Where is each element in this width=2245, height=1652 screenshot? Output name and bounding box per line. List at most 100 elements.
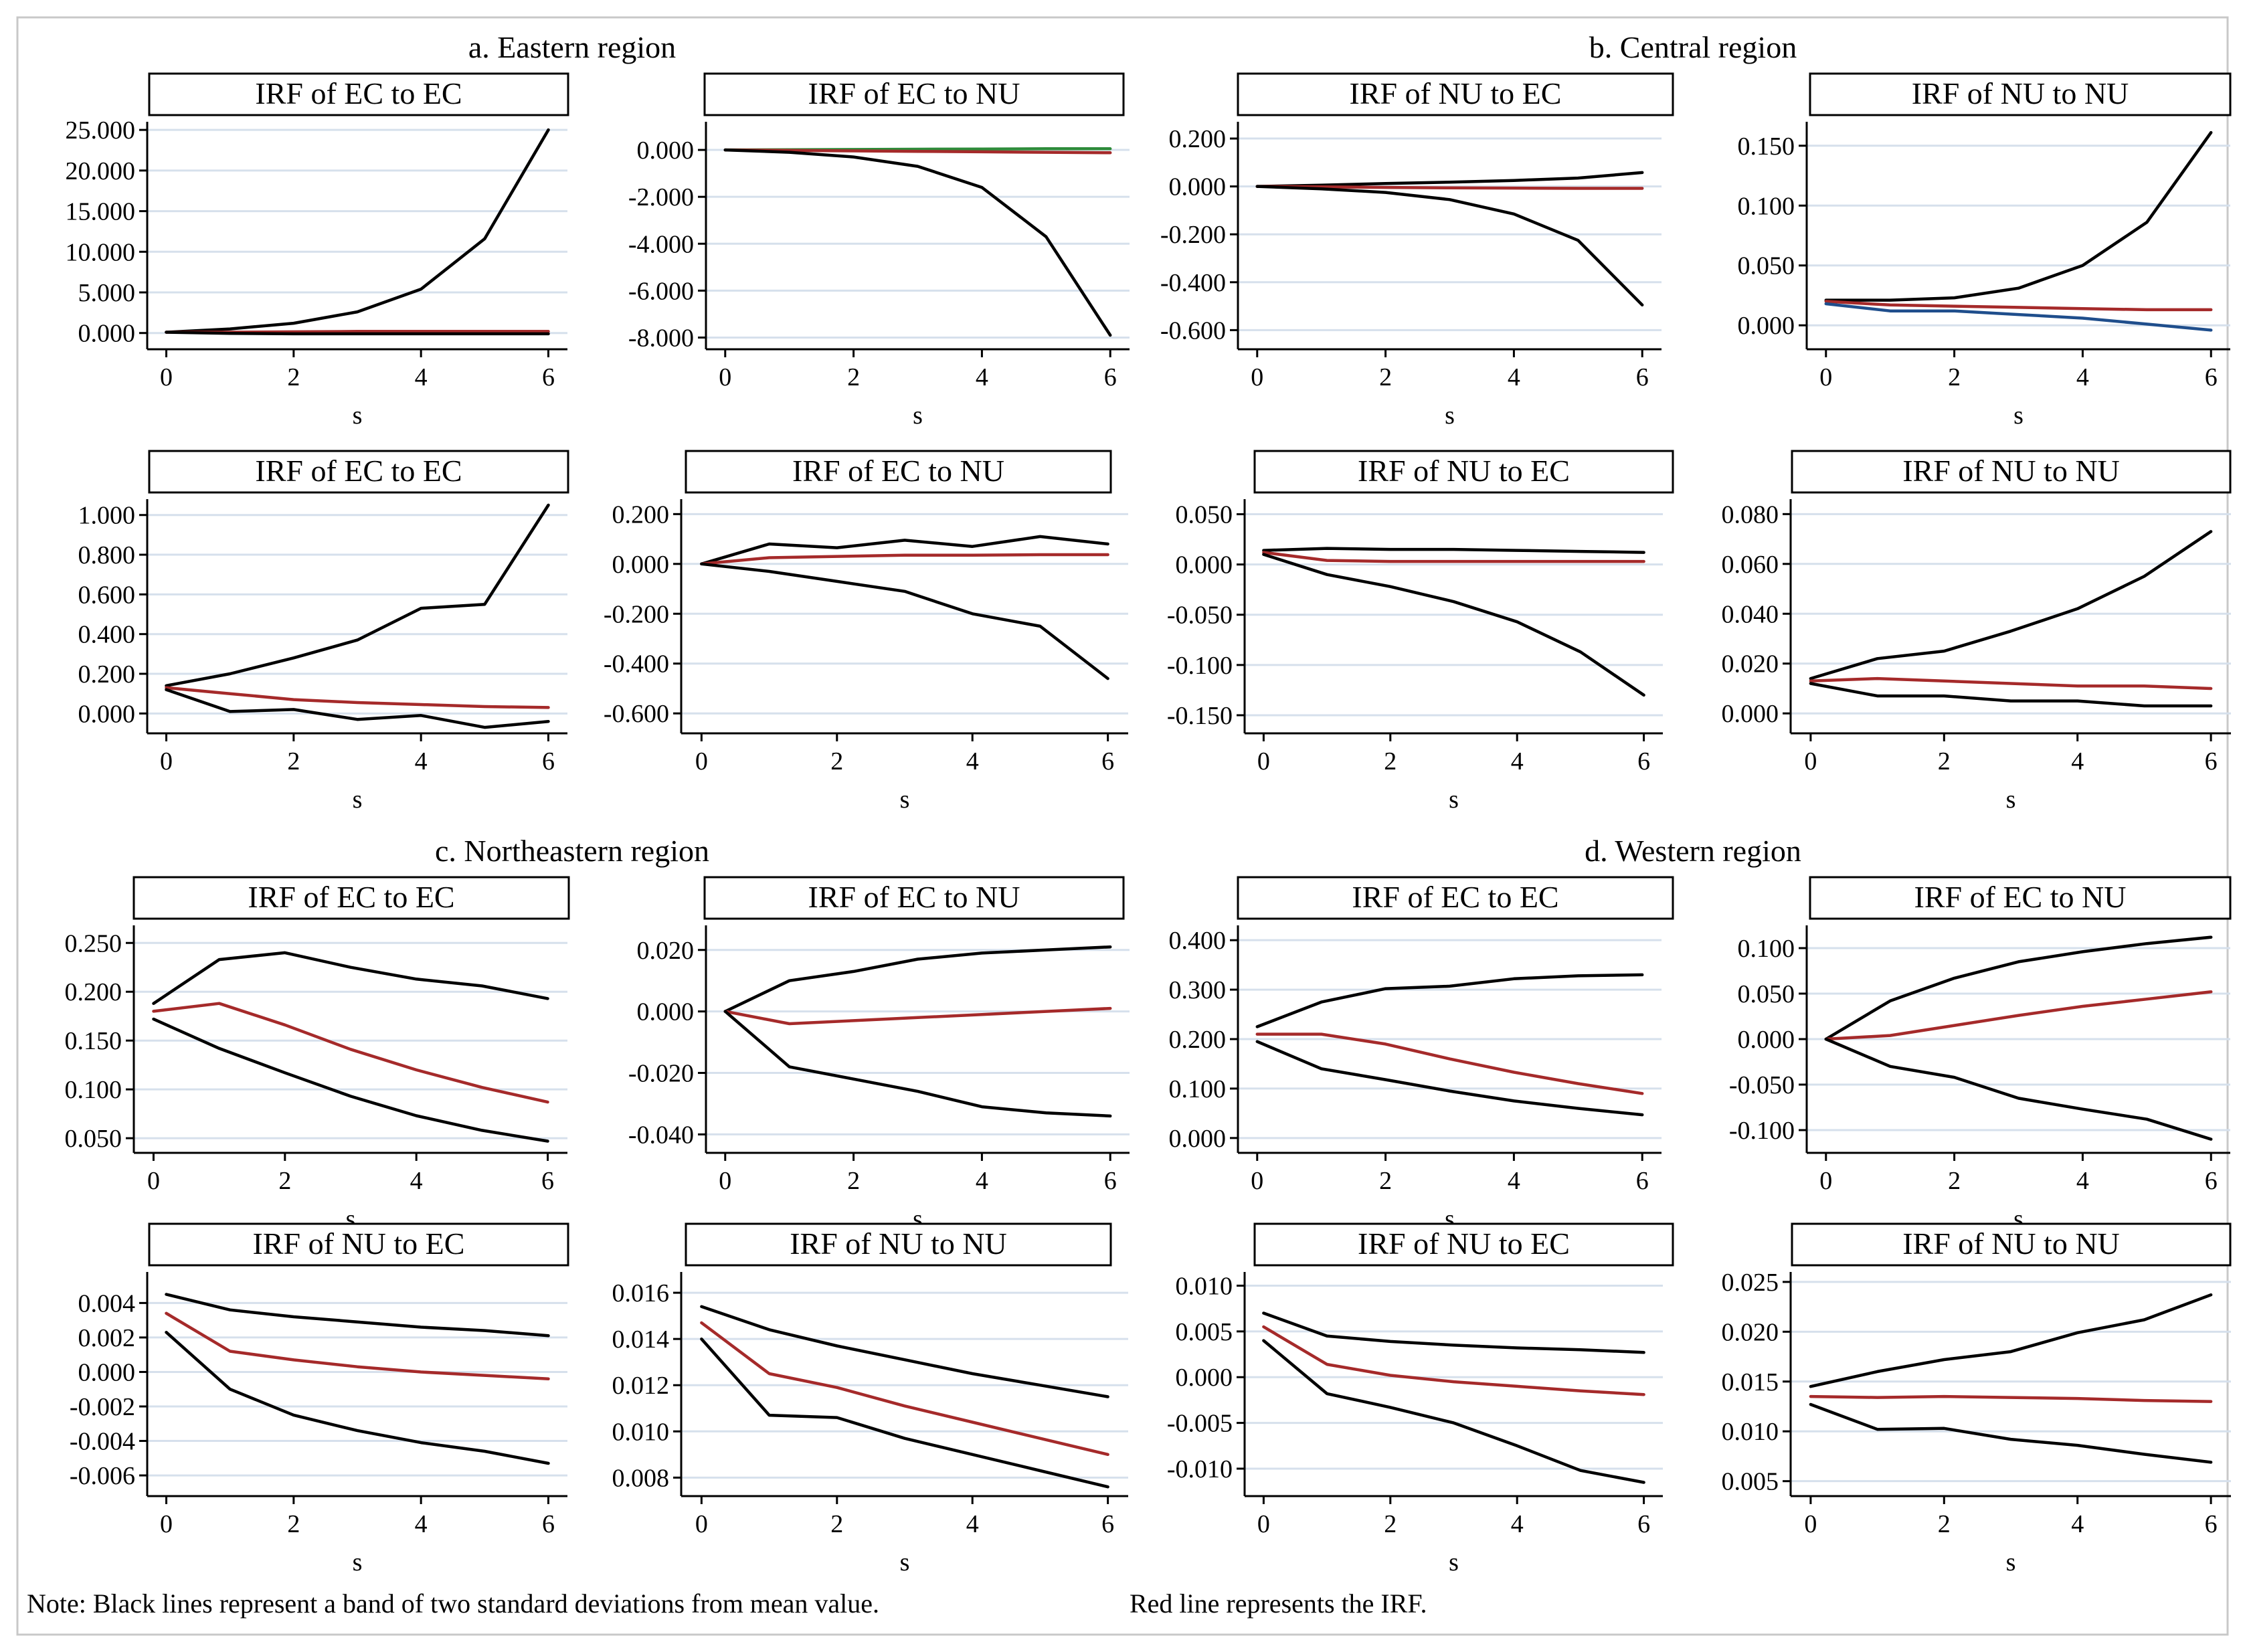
y-tick-label: -0.200 bbox=[604, 600, 669, 628]
y-tick-label: 0.200 bbox=[78, 660, 136, 689]
x-tick-label: 2 bbox=[287, 1510, 300, 1538]
y-tick-label: 0.200 bbox=[65, 978, 122, 1006]
x-tick-label: 6 bbox=[1636, 1167, 1649, 1195]
y-tick-label: 0.014 bbox=[612, 1325, 670, 1354]
y-tick-label: -0.010 bbox=[1167, 1455, 1233, 1483]
upper-band-line bbox=[152, 951, 549, 1005]
y-tick-label: 0.100 bbox=[1738, 935, 1795, 963]
x-axis-label: s bbox=[353, 401, 363, 430]
x-tick-label: 4 bbox=[1511, 1510, 1524, 1538]
x-tick-label: 0 bbox=[1251, 363, 1263, 391]
upper-band-line bbox=[165, 503, 550, 688]
x-tick-label: 6 bbox=[2205, 1510, 2218, 1538]
y-tick-label: 0.050 bbox=[65, 1125, 122, 1153]
x-tick-label: 2 bbox=[287, 747, 300, 775]
y-tick-label: 0.010 bbox=[1722, 1418, 1779, 1446]
x-tick-label: 0 bbox=[1804, 1510, 1817, 1538]
y-tick-label: 0.200 bbox=[1169, 1026, 1227, 1054]
chart-panel-8: IRF of NU to NU 0.000 0.020 0.040 0.060 0.080… bbox=[1722, 450, 2232, 814]
x-tick-label: 4 bbox=[966, 747, 979, 775]
panel-title: IRF of NU to EC bbox=[1358, 1226, 1570, 1261]
lower-band-line bbox=[1824, 302, 2213, 332]
y-tick-label: -0.600 bbox=[604, 700, 669, 728]
y-tick-label: 0.020 bbox=[1722, 1318, 1779, 1346]
irf-line bbox=[1809, 1394, 2213, 1403]
upper-band-line bbox=[1824, 130, 2213, 302]
panel-title-box bbox=[1237, 72, 1674, 116]
upper-band-line bbox=[1809, 1293, 2213, 1388]
y-tick-label: -0.006 bbox=[70, 1462, 135, 1490]
y-tick-label: 0.000 bbox=[1722, 700, 1779, 728]
upper-band-line bbox=[165, 128, 550, 334]
x-tick-label: 2 bbox=[847, 1167, 860, 1195]
y-tick-label: 0.100 bbox=[1169, 1075, 1227, 1103]
panel-title-box bbox=[148, 72, 569, 116]
panel-title-box bbox=[1791, 1222, 2232, 1267]
y-tick-label: -0.400 bbox=[1160, 269, 1226, 297]
irf-line bbox=[1262, 1325, 1645, 1396]
y-tick-label: -0.100 bbox=[1729, 1117, 1795, 1145]
x-tick-label: 2 bbox=[1948, 363, 1961, 391]
chart-panel-10: IRF of EC to NU -0.040 -0.020 0.000 0.020 0 2 4… bbox=[628, 876, 1130, 1233]
y-tick-label: 0.020 bbox=[637, 937, 695, 965]
x-tick-label: 4 bbox=[1511, 747, 1524, 775]
x-axis-label: s bbox=[2013, 401, 2024, 430]
upper-band-line bbox=[1824, 935, 2213, 1041]
y-tick-label: -0.020 bbox=[628, 1060, 694, 1088]
x-tick-label: 0 bbox=[1251, 1167, 1263, 1195]
irf-line bbox=[1809, 676, 2213, 691]
irf-line bbox=[700, 1321, 1109, 1457]
y-tick-label: -0.050 bbox=[1729, 1071, 1795, 1099]
y-tick-label: 0.100 bbox=[1738, 192, 1795, 220]
y-tick-label: 0.150 bbox=[1738, 132, 1795, 161]
y-tick-label: 0.000 bbox=[78, 700, 136, 728]
y-tick-label: 0.002 bbox=[78, 1324, 136, 1352]
irf-line bbox=[723, 1006, 1112, 1026]
y-tick-label: 0.005 bbox=[1176, 1318, 1233, 1346]
y-tick-label: 0.600 bbox=[78, 581, 136, 609]
x-tick-label: 6 bbox=[1101, 747, 1114, 775]
x-tick-label: 0 bbox=[1257, 1510, 1270, 1538]
y-tick-label: -0.600 bbox=[1160, 316, 1226, 345]
y-tick-label: 0.200 bbox=[612, 500, 670, 529]
x-tick-label: 6 bbox=[1636, 363, 1649, 391]
x-axis-label: s bbox=[353, 1548, 363, 1576]
panel-title-box bbox=[685, 1222, 1112, 1267]
y-tick-label: 0.010 bbox=[1176, 1273, 1233, 1301]
x-axis-label: s bbox=[2006, 786, 2016, 814]
x-axis-label: s bbox=[353, 786, 363, 814]
x-tick-label: 0 bbox=[160, 363, 173, 391]
y-tick-label: 0.000 bbox=[612, 551, 670, 579]
x-tick-label: 4 bbox=[415, 1510, 428, 1538]
y-tick-label: -4.000 bbox=[628, 230, 694, 258]
y-tick-label: 0.400 bbox=[1169, 927, 1227, 955]
x-tick-label: 2 bbox=[1948, 1167, 1961, 1195]
panel-title-box bbox=[148, 1222, 569, 1267]
panel-title-box bbox=[1809, 72, 2232, 116]
x-tick-label: 2 bbox=[830, 1510, 843, 1538]
y-tick-label: -6.000 bbox=[628, 277, 694, 305]
irf-line bbox=[1255, 1032, 1644, 1095]
y-tick-label: 0.050 bbox=[1738, 980, 1795, 1008]
upper-band-line bbox=[1262, 1311, 1645, 1354]
panel-title: IRF of NU to NU bbox=[1902, 1226, 2120, 1261]
panel-title: IRF of EC to NU bbox=[808, 76, 1020, 110]
x-tick-label: 6 bbox=[1637, 1510, 1650, 1538]
y-tick-label: 0.010 bbox=[612, 1418, 670, 1446]
panel-title-box bbox=[1809, 876, 2232, 920]
panel-title: IRF of EC to NU bbox=[792, 454, 1004, 488]
region-title-northeastern: c. Northeastern region bbox=[435, 834, 709, 868]
y-tick-label: 20.000 bbox=[66, 157, 136, 185]
y-tick-label: 0.015 bbox=[1722, 1368, 1779, 1396]
y-tick-label: 0.050 bbox=[1176, 501, 1233, 529]
chart-panel-4: IRF of NU to NU 0.000 0.050 0.100 0.150 0 2 4 6 s bbox=[1738, 72, 2232, 430]
panels: IRF of EC to EC0.0005.00010.00015.00020.… bbox=[65, 72, 2232, 1576]
x-tick-label: 2 bbox=[1384, 747, 1397, 775]
panel-title: IRF of EC to EC bbox=[255, 454, 462, 488]
irf-line bbox=[723, 148, 1112, 155]
panel-title: IRF of EC to EC bbox=[255, 76, 462, 110]
lower-band-line bbox=[1255, 185, 1644, 307]
panel-title-box bbox=[703, 72, 1125, 116]
x-tick-label: 4 bbox=[2071, 747, 2084, 775]
